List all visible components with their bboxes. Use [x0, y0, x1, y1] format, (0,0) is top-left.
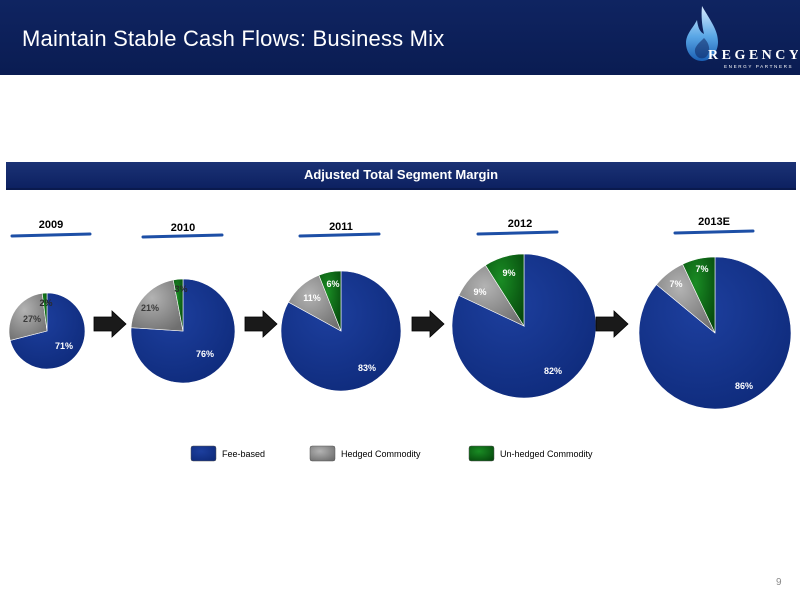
- arrow-right-icon: [595, 310, 629, 338]
- legend-label: Fee-based: [222, 449, 265, 459]
- regency-logo: REGENCY ENERGY PARTNERS: [686, 6, 798, 69]
- data-label-fee-based: 86%: [735, 381, 753, 391]
- slice-unhedged-commodity: [682, 256, 716, 334]
- pie-year-label: 2012: [508, 218, 532, 230]
- data-label-hedged-commodity: 7%: [669, 279, 682, 289]
- data-label-fee-based: 71%: [55, 341, 73, 351]
- slice-hedged-commodity: [130, 279, 184, 332]
- arrow-right-icon: [93, 310, 127, 338]
- pie-2009: 2009 71% 27% 2%: [8, 219, 92, 370]
- data-label-hedged-commodity: 21%: [141, 303, 159, 313]
- data-label-hedged-commodity: 11%: [303, 293, 321, 303]
- year-underline: [141, 233, 224, 239]
- slice-unhedged-commodity: [172, 278, 184, 332]
- legend-item-hedged-commodity: Hedged Commodity: [309, 445, 421, 462]
- legend-swatch: [309, 445, 336, 462]
- pie-year-label: 2013E: [698, 216, 730, 228]
- slice-unhedged-commodity: [318, 270, 342, 332]
- slice-fee-based: [9, 292, 86, 370]
- legend-label: Hedged Commodity: [341, 449, 421, 459]
- data-label-unhedged-commodity: 3%: [174, 284, 187, 294]
- data-label-hedged-commodity: 9%: [473, 287, 486, 297]
- slice-fee-based: [280, 270, 402, 392]
- legend-swatch: [190, 445, 217, 462]
- pie-year-label: 2010: [171, 222, 195, 234]
- logo-tagline: ENERGY PARTNERS: [724, 64, 793, 69]
- pie-2013e: 2013E 86% 7% 7%: [638, 216, 792, 410]
- data-label-unhedged-commodity: 9%: [502, 268, 515, 278]
- pie-2010: 2010 76% 21% 3%: [130, 222, 236, 384]
- page-title: Maintain Stable Cash Flows: Business Mix: [22, 26, 445, 51]
- pie-2011: 2011 83% 11% 6%: [280, 221, 402, 392]
- year-underline: [10, 232, 92, 238]
- data-label-fee-based: 83%: [358, 363, 376, 373]
- data-label-fee-based: 76%: [196, 349, 214, 359]
- arrow-right-icon: [411, 310, 445, 338]
- logo-name: REGENCY: [708, 48, 798, 63]
- page-number: 9: [776, 577, 782, 588]
- year-underline: [673, 229, 755, 235]
- legend-swatch: [468, 445, 495, 462]
- slice-hedged-commodity: [8, 292, 48, 341]
- data-label-fee-based: 82%: [544, 366, 562, 376]
- pie-year-label: 2009: [39, 219, 63, 231]
- legend-item-unhedged-commodity: Un-hedged Commodity: [468, 445, 593, 462]
- pie-2012: 2012 82% 9% 9%: [451, 218, 597, 399]
- arrow-right-icon: [244, 310, 278, 338]
- legend-item-fee-based: Fee-based: [190, 445, 265, 462]
- flame-icon: [686, 6, 718, 61]
- slice-unhedged-commodity: [41, 292, 48, 332]
- data-label-unhedged-commodity: 2%: [39, 298, 52, 308]
- data-label-unhedged-commodity: 7%: [695, 264, 708, 274]
- slice-unhedged-commodity: [485, 253, 525, 328]
- data-label-hedged-commodity: 27%: [23, 314, 41, 324]
- year-underline: [476, 230, 559, 236]
- header-bar: Maintain Stable Cash Flows: Business Mix…: [0, 0, 800, 75]
- legend-label: Un-hedged Commodity: [500, 449, 593, 459]
- pie-year-label: 2011: [329, 221, 353, 233]
- year-underline: [298, 232, 381, 238]
- chart-banner: Adjusted Total Segment Margin: [6, 162, 796, 190]
- banner-title: Adjusted Total Segment Margin: [303, 167, 499, 182]
- data-label-unhedged-commodity: 6%: [326, 279, 339, 289]
